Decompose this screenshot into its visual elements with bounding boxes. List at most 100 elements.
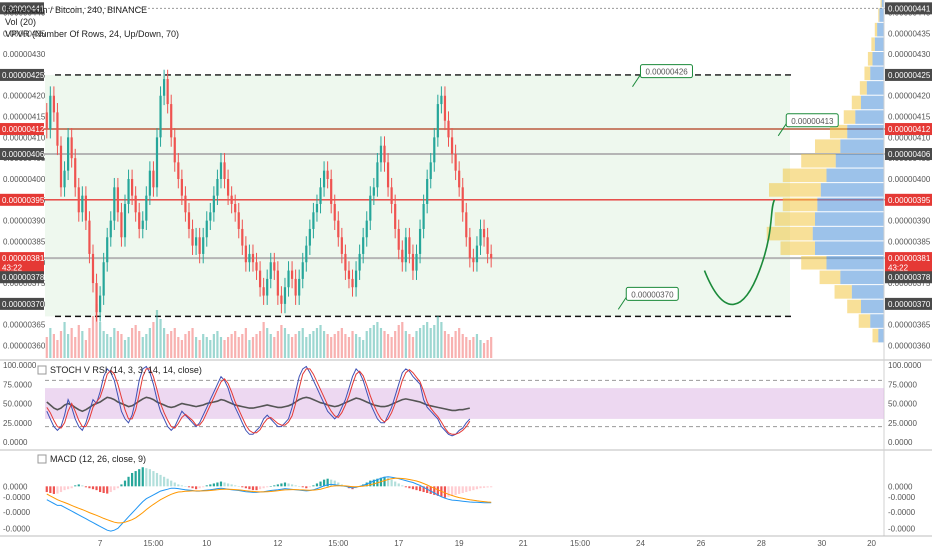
vpvr-down-bar <box>851 95 861 110</box>
volume-bar <box>255 334 258 358</box>
vpvr-up-bar <box>870 314 884 328</box>
volume-bar <box>390 337 393 358</box>
macd-hist-bar <box>173 482 176 487</box>
macd-hist-bar <box>468 486 471 492</box>
volume-bar <box>209 340 212 358</box>
stoch-pane: 0.0000 0.0000 25.0000 25.0000 50.0000 50.0000… <box>3 361 922 447</box>
volume-bar <box>465 337 468 358</box>
price-tag-right-text: 0.00000381 <box>888 254 931 263</box>
time-tick-label: 15:00 <box>143 539 164 548</box>
candle-body <box>269 262 272 279</box>
volume-bar <box>191 328 194 358</box>
macd-hist-bar <box>49 486 52 493</box>
macd-hist-bar <box>91 486 95 490</box>
candle-body <box>475 245 479 263</box>
candle-body <box>88 220 91 254</box>
price-tick-label: 0.00000365 <box>888 321 931 330</box>
volume-bar <box>148 328 151 358</box>
price-tag-left-text: 43:22 <box>2 263 23 272</box>
macd-hist-bar <box>308 486 311 488</box>
candle-body <box>273 262 276 271</box>
macd-tick-label-left: 0.0000 <box>3 482 28 491</box>
candle-body <box>202 237 205 254</box>
volume-bar <box>301 328 304 358</box>
macd-hist-bar <box>472 486 475 491</box>
candle-body <box>418 228 422 254</box>
price-tag-left <box>0 68 44 81</box>
volume-bar <box>415 331 418 358</box>
volume-bar <box>237 337 240 358</box>
candle-body <box>411 253 415 271</box>
price-tick-label-left: 0.00000435 <box>3 29 46 38</box>
price-tick-label: 0.00000430 <box>888 50 931 59</box>
price-tag-right <box>885 148 932 161</box>
candle-body <box>468 237 471 259</box>
macd-hist-bar <box>454 486 457 495</box>
macd-line <box>46 476 492 532</box>
macd-axis: 0.0000 0.0000 -0.0000 -0.0000 -0.0000 -0.0000… <box>3 482 916 533</box>
candle-body <box>426 179 429 204</box>
macd-hist-bar <box>337 482 340 487</box>
stoch-title: STOCH V RSI (14, 3, 3, 14, 14, close) <box>50 365 202 375</box>
volume-bar <box>155 310 159 358</box>
candle-body <box>447 120 450 138</box>
vpvr-down-bar <box>766 226 813 241</box>
stoch-k-line <box>46 365 471 437</box>
vpvr-up-bar <box>812 226 884 241</box>
macd-title: MACD (12, 26, close, 9) <box>50 454 146 464</box>
volume-bar <box>468 340 471 358</box>
macd-hist-bar <box>330 479 333 487</box>
price-tick-label: 0.00000400 <box>888 175 931 184</box>
volume-bars <box>45 304 493 358</box>
volume-bar <box>312 331 315 358</box>
candle-body <box>280 295 283 304</box>
candle-body <box>237 212 240 229</box>
price-tag-right <box>885 68 932 81</box>
vpvr-down-bar <box>780 241 815 255</box>
vpvr-down-bar <box>834 285 852 299</box>
volume-bar <box>305 337 308 358</box>
volume-bar <box>337 331 340 358</box>
volume-bar <box>70 328 73 358</box>
volume-bar <box>99 322 102 358</box>
macd-hist-bar <box>145 468 148 487</box>
macd-hist-bar <box>84 486 87 488</box>
price-tag-right-text: 0.00000406 <box>888 150 931 159</box>
candle-body <box>67 137 70 171</box>
macd-hist-bar <box>411 486 415 490</box>
macd-hist-bar <box>219 481 223 487</box>
signal-line <box>46 477 492 524</box>
candle-body <box>383 145 386 163</box>
macd-hist-bar <box>418 486 422 492</box>
macd-hist-bar <box>138 469 141 487</box>
macd-collapse-icon[interactable] <box>37 454 47 464</box>
volume-bar <box>67 334 70 358</box>
volume-bar <box>376 322 379 358</box>
callout-box <box>639 64 693 79</box>
volume-bar <box>223 340 226 358</box>
candle-body <box>401 249 404 263</box>
candle-body <box>440 95 443 105</box>
candle-body <box>472 258 475 263</box>
price-tag-right-text: 0.00000395 <box>888 196 931 205</box>
price-tag-right-text: 43:22 <box>888 263 909 272</box>
volume-bar <box>187 331 191 358</box>
callout-pointer <box>777 123 787 137</box>
time-tick-label: 7 <box>98 539 103 548</box>
candle-body <box>109 220 112 238</box>
macd-hist-bar <box>88 486 91 489</box>
price-tick-label: 0.00000375 <box>888 279 931 288</box>
volume-bar <box>333 334 336 358</box>
candle-body <box>394 203 397 229</box>
candle-body <box>127 179 130 204</box>
stoch-tick-label: 0.0000 <box>888 438 913 447</box>
stoch-collapse-icon[interactable] <box>37 365 47 375</box>
candle-body <box>337 220 340 238</box>
candle-body <box>358 253 361 271</box>
vpvr-up-bar <box>826 168 884 183</box>
volume-bar <box>205 337 208 358</box>
volume-bar <box>422 325 425 358</box>
volume-bar <box>180 340 183 358</box>
price-tag-left-text: 0.00000406 <box>2 150 45 159</box>
candle-body <box>113 187 116 221</box>
